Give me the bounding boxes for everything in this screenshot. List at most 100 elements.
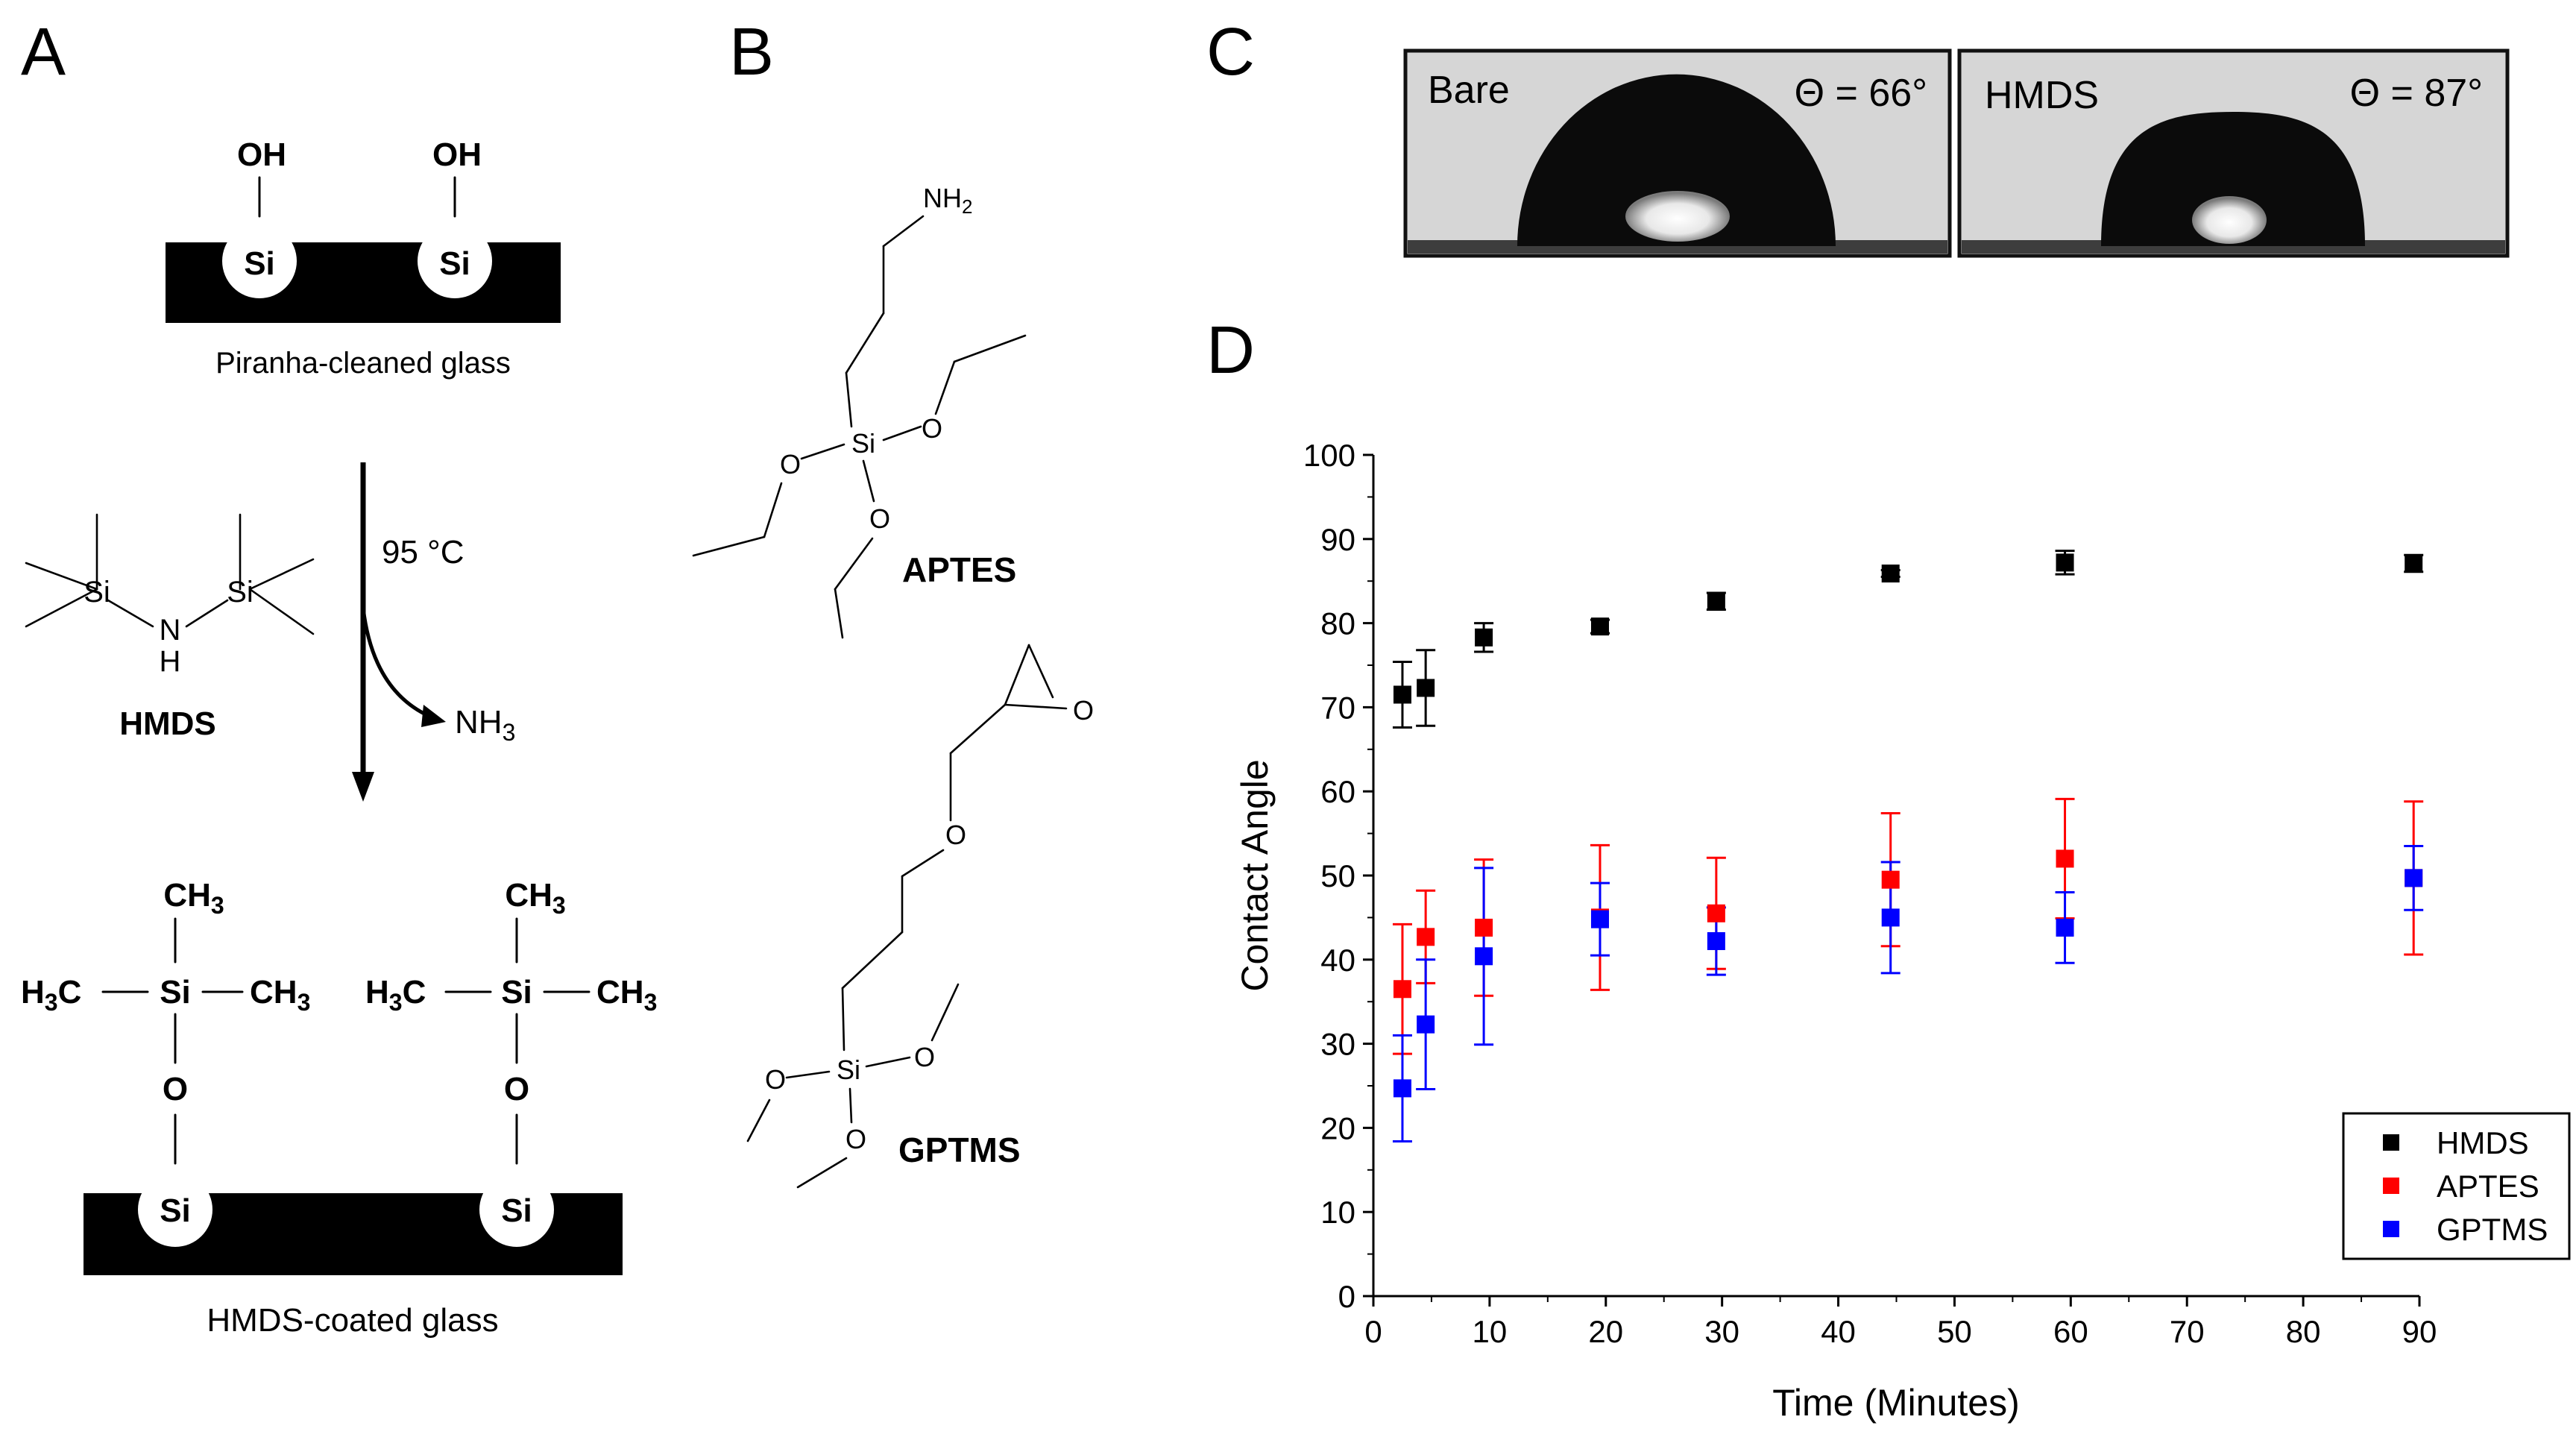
gptms-point <box>1881 908 1900 927</box>
legend-swatch-hmds <box>2383 1134 2399 1151</box>
x-tick-label: 20 <box>1588 1314 1623 1349</box>
gptms-point <box>1393 1079 1411 1098</box>
si-coated-left: Si <box>160 974 191 1010</box>
hmds-si-right: Si <box>227 576 253 609</box>
hmds-point <box>1590 617 1609 636</box>
bare-contact-angle: Θ = 66° <box>1795 72 1927 115</box>
x-axis-title: Time (Minutes) <box>1772 1382 2020 1424</box>
aptes-point <box>1393 980 1411 999</box>
methyl-top-right: CH3 <box>505 877 565 919</box>
bare-label: Bare <box>1428 69 1510 112</box>
hmds-nitrogen: N <box>160 614 181 647</box>
x-tick-label: 90 <box>2402 1314 2437 1349</box>
hmds-droplet-photo: HMDS Θ = 87° <box>1957 48 2510 258</box>
silicon-surface-left: Si <box>160 1192 191 1229</box>
hmds-point <box>2056 553 2074 572</box>
gptms-name: GPTMS <box>898 1131 1021 1169</box>
x-tick-label: 10 <box>1473 1314 1508 1349</box>
y-tick-label: 50 <box>1320 858 1355 893</box>
x-tick-label: 70 <box>2170 1314 2205 1349</box>
aptes-o-bottom: O <box>869 503 890 534</box>
y-tick-label: 30 <box>1320 1027 1355 1062</box>
oxygen-left: O <box>163 1071 188 1107</box>
contact-angle-chart: 0 10 20 30 40 50 60 70 80 90 0 10 20 30 40 50 60 70 80 90 1… <box>1234 438 2571 1424</box>
y-tick-label: 10 <box>1320 1195 1355 1230</box>
panel-label-b: B <box>729 15 774 89</box>
aptes-o-right: O <box>922 413 942 444</box>
aptes-point <box>1707 904 1725 922</box>
aptes-si: Si <box>851 428 875 459</box>
x-tick-label: 50 <box>1937 1314 1972 1349</box>
hmds-photo-label: HMDS <box>1985 74 2099 117</box>
gptms-point <box>1475 947 1493 966</box>
silicon-label-2: Si <box>439 245 470 282</box>
gptms-point <box>1417 1015 1435 1034</box>
methyl-right-left: CH3 <box>250 974 310 1016</box>
bare-droplet-photo: Bare Θ = 66° <box>1403 48 1952 258</box>
gptms-point <box>2056 918 2074 937</box>
gptms-point <box>2405 869 2423 887</box>
reaction-temperature: 95 °C <box>382 534 465 570</box>
hmds-point <box>1707 592 1725 611</box>
hmds-name: HMDS <box>119 705 216 742</box>
panel-label-c: C <box>1206 15 1255 89</box>
gptms-si: Si <box>837 1054 860 1085</box>
panel-label-d: D <box>1206 313 1255 388</box>
tms-group-left: CH3 H3C Si CH3 O <box>21 877 310 1165</box>
aptes-point <box>1417 928 1435 946</box>
panel-c: Bare Θ = 66° HMDS Θ = 87° <box>1403 48 2510 258</box>
y-tick-label: 0 <box>1338 1279 1355 1314</box>
oxygen-right: O <box>504 1071 529 1107</box>
panel-label-a: A <box>21 15 66 89</box>
gptms-point <box>1707 931 1725 950</box>
methyl-top-left: CH3 <box>163 877 224 919</box>
legend-label-hmds: HMDS <box>2437 1125 2529 1160</box>
y-tick-label: 100 <box>1303 438 1355 473</box>
gptms-o-right: O <box>914 1042 935 1072</box>
tms-group-right: CH3 H3C Si CH3 O <box>365 877 657 1165</box>
gptms-ether-o: O <box>945 820 966 850</box>
hydroxyl-label-2: OH <box>432 136 482 173</box>
gptms-molecule: O O Si O O O GPTMS <box>746 644 1094 1189</box>
reaction-arrow: 95 °C NH3 <box>352 462 515 802</box>
y-tick-label: 40 <box>1320 943 1355 978</box>
x-tick-label: 30 <box>1704 1314 1739 1349</box>
panel-b: NH2 Si O O O APTES O <box>692 183 1094 1189</box>
hmds-molecule: Si Si N H HMDS <box>25 513 315 742</box>
methyl-left-right: H3C <box>365 974 426 1016</box>
hmds-point <box>1881 565 1900 583</box>
aptes-name: APTES <box>902 550 1016 589</box>
x-tick-label: 0 <box>1364 1314 1382 1349</box>
y-tick-label: 60 <box>1320 774 1355 809</box>
hmds-contact-angle: Θ = 87° <box>2350 72 2483 115</box>
panel-a: OH OH Si Si Piranha-cleaned glass Si Si … <box>21 136 657 1339</box>
ammonia-byproduct: NH3 <box>455 704 515 746</box>
y-tick-label: 90 <box>1320 522 1355 557</box>
hmds-point <box>1393 685 1411 704</box>
silicon-surface-right: Si <box>501 1192 532 1229</box>
x-tick-label: 80 <box>2286 1314 2321 1349</box>
hmds-point <box>1417 679 1435 697</box>
y-tick-label: 70 <box>1320 690 1355 725</box>
x-tick-label: 60 <box>2053 1314 2088 1349</box>
silicon-label-1: Si <box>244 245 275 282</box>
methyl-left-left: H3C <box>21 974 81 1016</box>
hmds-hydrogen: H <box>160 645 181 678</box>
legend-swatch-aptes <box>2383 1178 2399 1194</box>
hmds-si-left: Si <box>84 576 110 609</box>
aptes-point <box>2056 849 2074 868</box>
chart-legend: HMDS APTES GPTMS <box>2342 1112 2571 1260</box>
gptms-point <box>1590 910 1609 928</box>
gptms-epoxide-o: O <box>1073 695 1094 726</box>
aptes-point <box>1475 918 1493 937</box>
legend-label-aptes: APTES <box>2437 1169 2539 1204</box>
piranha-caption: Piranha-cleaned glass <box>215 347 511 380</box>
hmds-coated-caption: HMDS-coated glass <box>207 1302 498 1339</box>
aptes-nh2: NH2 <box>923 183 972 218</box>
y-tick-label: 80 <box>1320 606 1355 641</box>
y-axis-title: Contact Angle <box>1234 759 1276 991</box>
hmds-point <box>2405 554 2423 573</box>
hmds-point <box>1475 628 1493 647</box>
legend-label-gptms: GPTMS <box>2437 1212 2548 1247</box>
